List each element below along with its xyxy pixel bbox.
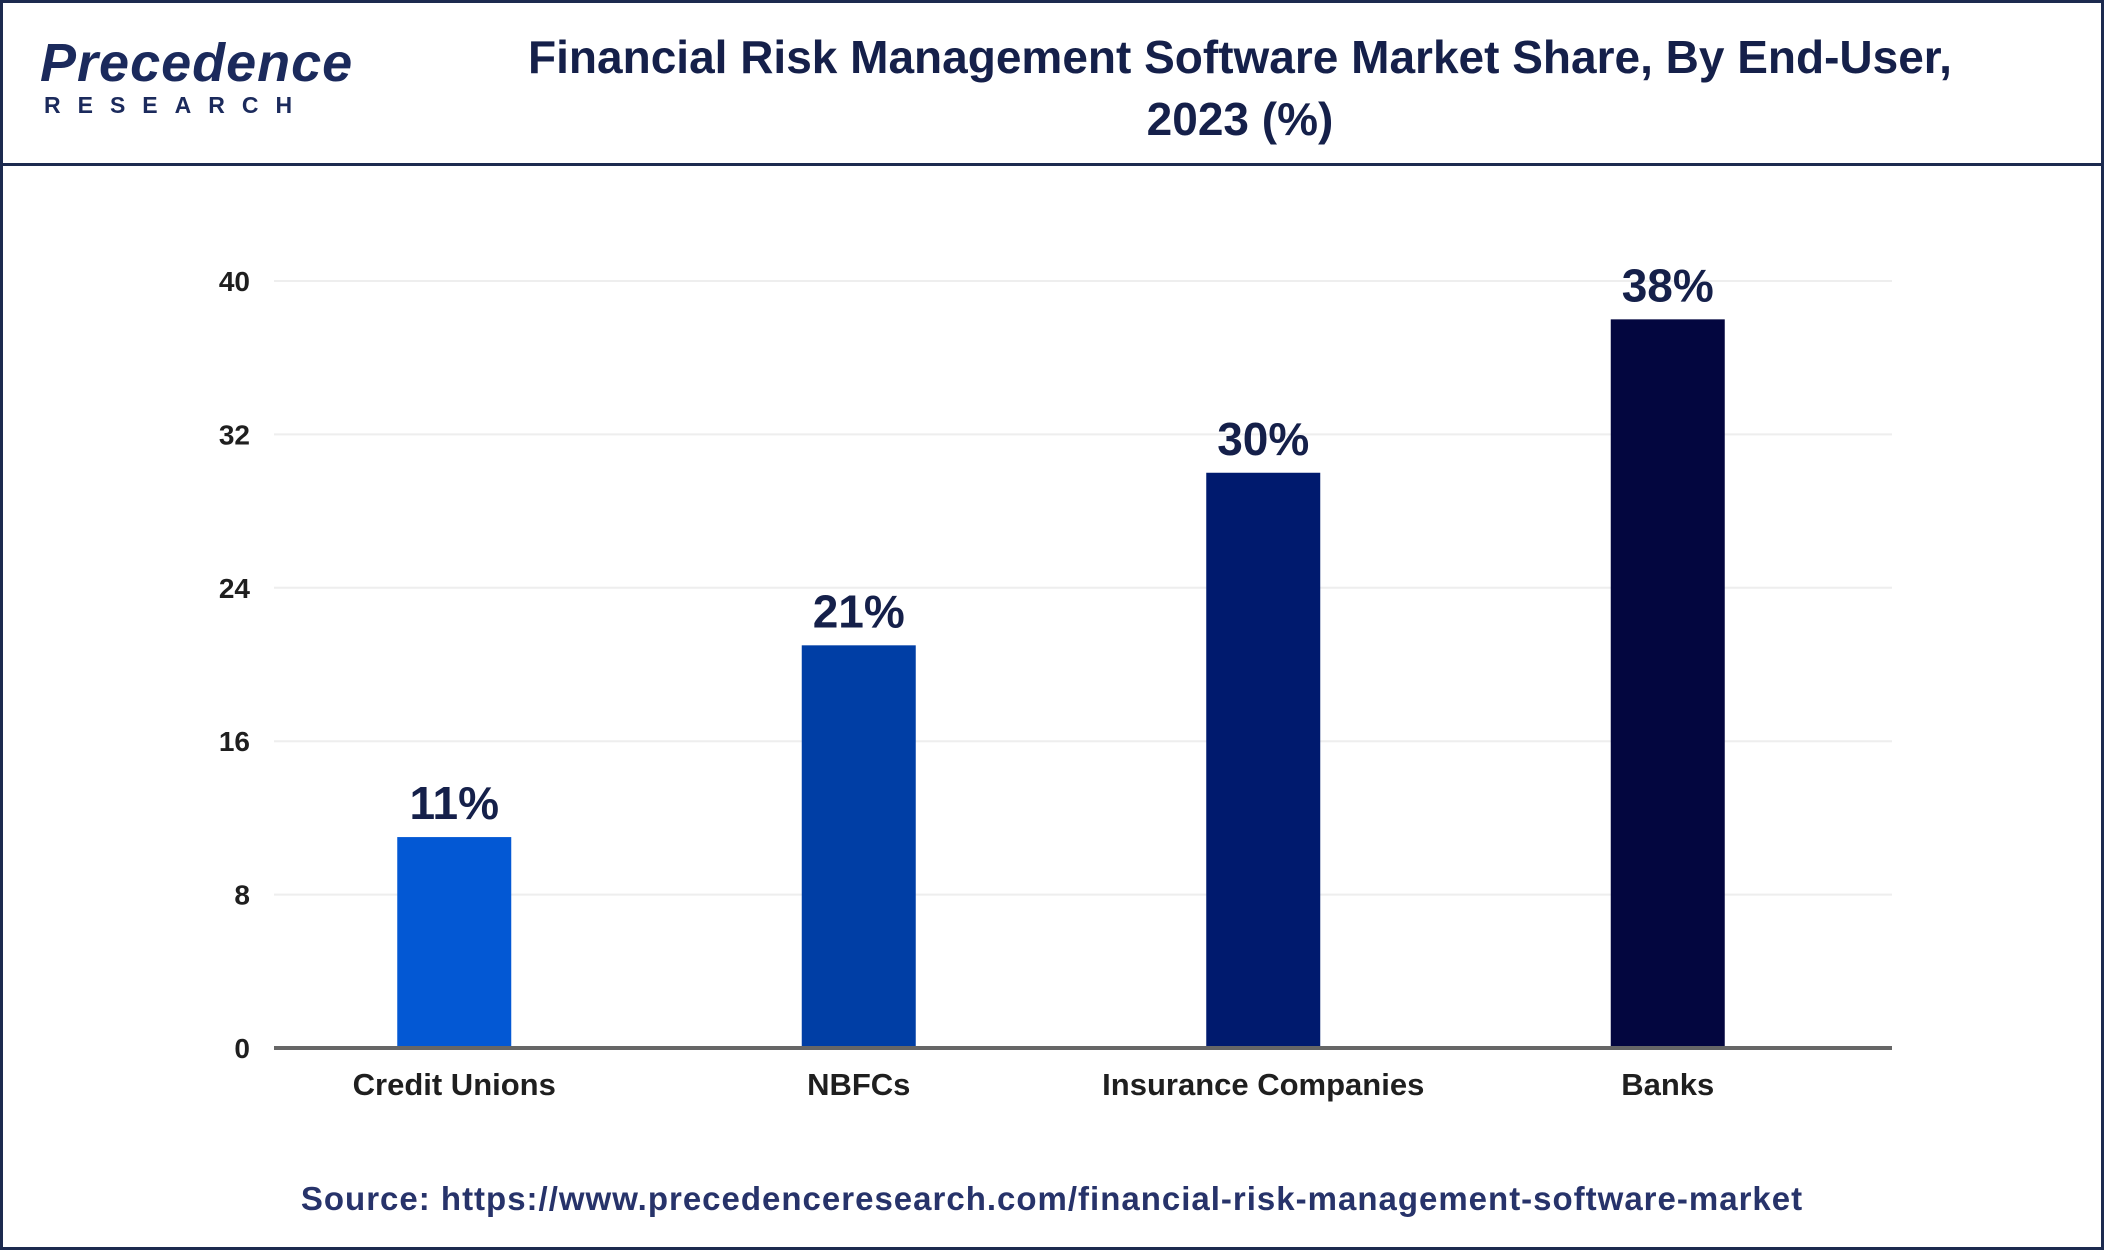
data-label: 21% bbox=[813, 585, 905, 637]
chart-title-line-1: Financial Risk Management Software Marke… bbox=[528, 31, 1952, 83]
chart-title-line-2: 2023 (%) bbox=[1146, 93, 1334, 145]
y-tick-label: 24 bbox=[219, 573, 251, 604]
x-tick-label: Insurance Companies bbox=[1102, 1067, 1424, 1102]
data-label: 30% bbox=[1217, 413, 1309, 465]
bar bbox=[397, 837, 512, 1048]
y-tick-label: 32 bbox=[219, 419, 250, 450]
data-label: 11% bbox=[409, 777, 499, 829]
chart-title: Financial Risk Management Software Marke… bbox=[430, 26, 2050, 150]
header: Precedence RESEARCH Financial Risk Manag… bbox=[0, 0, 2104, 166]
y-tick-label: 8 bbox=[234, 880, 250, 911]
y-tick-label: 0 bbox=[234, 1033, 250, 1064]
x-tick-label: Banks bbox=[1621, 1067, 1714, 1102]
bar bbox=[1610, 319, 1725, 1049]
source-text: Source: https://www.precedenceresearch.c… bbox=[300, 1180, 1804, 1217]
x-tick-label: NBFCs bbox=[807, 1067, 910, 1102]
x-tick-label: Credit Unions bbox=[353, 1067, 556, 1102]
y-tick-label: 40 bbox=[219, 266, 250, 297]
precedence-logo: Precedence RESEARCH bbox=[40, 36, 352, 126]
bar bbox=[1206, 472, 1321, 1048]
bar-chart: 0 8 16 24 32 40 11% Credit Unions 21% NBFCs 30% Ins… bbox=[219, 259, 1892, 1102]
logo-subtitle: RESEARCH bbox=[44, 92, 310, 118]
data-label: 38% bbox=[1622, 259, 1714, 311]
y-tick-label: 16 bbox=[219, 726, 250, 757]
bar bbox=[801, 645, 916, 1048]
logo-word: Precedence bbox=[40, 33, 354, 93]
